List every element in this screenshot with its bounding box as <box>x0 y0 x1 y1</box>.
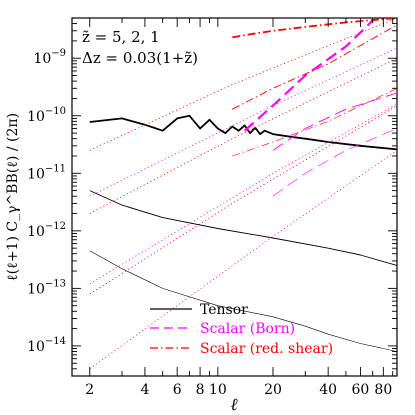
x-tick-label: 2 <box>85 382 94 398</box>
x-tick-label: 10 <box>209 382 227 398</box>
x-tick-label: 6 <box>173 382 182 398</box>
series-line-born-4 <box>272 92 397 151</box>
x-tick-label: 8 <box>196 382 205 398</box>
y-tick-label: 10−9 <box>33 48 66 67</box>
axis-tick-labels: 2 4 6 8 10 20 40 60 80 10−14 10−13 10−12 10−11 10−10 1… <box>27 48 392 398</box>
x-axis-label: ℓ <box>230 395 237 415</box>
plot-frame <box>71 17 398 377</box>
x-tick-label: 60 <box>352 382 370 398</box>
x-tick-label: 20 <box>264 382 282 398</box>
series-line-shear-10 <box>232 24 397 110</box>
annotation-redshifts: z̃ = 5, 2, 1 <box>82 28 160 46</box>
legend-label-born: Scalar (Born) <box>200 321 295 337</box>
series-line-born-7 <box>89 103 397 285</box>
axis-ticks <box>72 17 397 377</box>
series-line-tensor-2 <box>89 250 397 352</box>
legend: Tensor Scalar (Born) Scalar (red. shear) <box>150 302 333 357</box>
y-tick-label: 10−13 <box>27 278 66 297</box>
x-tick-label: 40 <box>319 382 337 398</box>
series-line-shear-9 <box>232 18 397 39</box>
series-line-shear-14 <box>89 105 397 295</box>
legend-label-tensor: Tensor <box>200 302 248 318</box>
series-line-tensor-0 <box>89 114 397 151</box>
y-axis-label: ℓ(ℓ+1) C_γ^BB(ℓ) / (2π) <box>5 113 21 281</box>
x-tick-label: 80 <box>374 382 392 398</box>
series-line-tensor-1 <box>89 190 397 266</box>
legend-label-shear: Scalar (red. shear) <box>200 341 333 357</box>
curves-layer <box>89 18 397 370</box>
annotation-bin-width: Δz = 0.03(1+z̃) <box>82 49 198 67</box>
series-line-born-5 <box>272 128 397 197</box>
y-tick-label: 10−11 <box>27 163 66 182</box>
series-line-shear-11 <box>232 88 397 157</box>
y-tick-label: 10−10 <box>27 106 66 125</box>
y-tick-label: 10−14 <box>27 336 66 355</box>
y-tick-label: 10−12 <box>27 221 66 240</box>
series-line-shear-13 <box>89 57 397 214</box>
series-line-born-3 <box>243 19 374 132</box>
x-tick-label: 4 <box>140 382 149 398</box>
